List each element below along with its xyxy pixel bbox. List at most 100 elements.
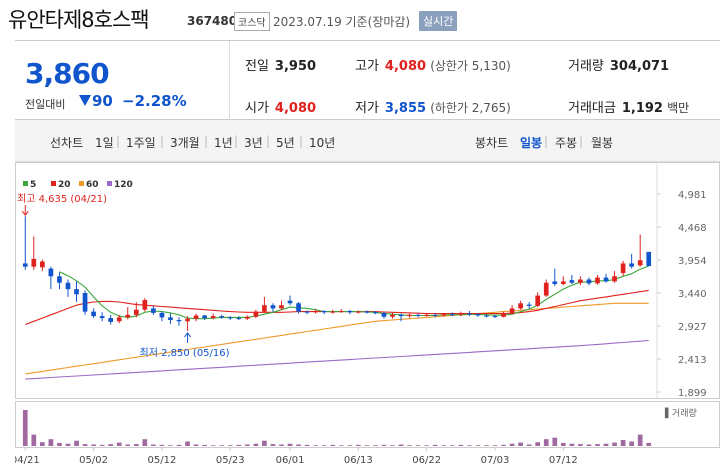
candle-body — [501, 313, 506, 317]
high-annotation-arrowhead — [21, 210, 29, 217]
volume-bar — [142, 439, 148, 446]
volume-bar — [125, 444, 131, 446]
candle-body — [560, 281, 566, 285]
volume-bar — [612, 442, 617, 446]
volume-bar — [475, 445, 481, 446]
candle-body — [578, 279, 583, 283]
volume-value: 304,071 — [609, 59, 670, 74]
period-3m[interactable]: 3개월 — [170, 136, 200, 150]
open-value: 4,080 — [274, 101, 317, 116]
volume-bar — [151, 444, 156, 446]
volume-bar — [193, 444, 199, 446]
stock-chart: 5 20 60 120 4,981 4,468 3,954 3,440 2,927 2,413 1,… — [11, 162, 720, 475]
separator: | — [579, 134, 584, 148]
legend-label-5: 5 — [30, 180, 36, 190]
candlestick-chart[interactable]: 5 20 60 120 4,981 4,468 3,954 3,440 2,927 2,413 1,… — [11, 162, 720, 475]
stock-header: 유안타제8호스팩 367480 코스닥 2023.07.19 기준(장마감) 실… — [0, 0, 720, 40]
volume-bar — [543, 439, 549, 446]
candle-body — [168, 317, 173, 320]
candle-body — [57, 276, 62, 283]
volume-bar — [279, 444, 284, 446]
candle-body — [509, 308, 515, 314]
low-annotation-arrowhead — [184, 332, 191, 338]
change-label: 전일대비 — [25, 98, 66, 111]
volume-bar — [603, 443, 609, 446]
candle-body — [82, 293, 88, 312]
candle-body — [304, 311, 310, 313]
volume-bar — [304, 444, 310, 446]
candle-body — [202, 315, 207, 319]
y-tick-label: 1,899 — [678, 388, 707, 399]
volume-bar — [74, 440, 79, 446]
volume-bar — [390, 445, 395, 446]
volume-bar — [578, 444, 583, 446]
ma-line-5 — [59, 265, 649, 320]
candle-body — [432, 314, 438, 316]
candle-body — [219, 316, 225, 318]
period-3y[interactable]: 3년 — [244, 136, 263, 150]
period-1y[interactable]: 1년 — [214, 136, 233, 150]
change-percent: −2.28% — [122, 92, 187, 110]
x-tick-label: 07/12 — [549, 455, 578, 466]
volume-bar — [620, 439, 626, 446]
volume-label: ▌거래량 — [664, 407, 697, 419]
high-annotation: 최고 4,635 (04/21) — [17, 193, 107, 205]
volume-bar — [467, 445, 472, 446]
legend-label-120: 120 — [114, 180, 133, 190]
y-tick-label: 3,954 — [678, 256, 707, 267]
volume-bar — [185, 441, 190, 446]
quote-box: 3,860 전일대비 90 −2.28% 전일 3,950 고가 4,080 (상한… — [15, 40, 720, 121]
volume-bar — [373, 445, 378, 446]
volume-bar — [219, 445, 225, 446]
amount-label: 거래대금 — [568, 101, 616, 116]
candle-body — [321, 310, 327, 313]
x-tick-label: 07/03 — [481, 455, 510, 466]
period-1w[interactable]: 1주일 — [126, 136, 156, 150]
candle-body — [40, 261, 45, 268]
volume-bar — [449, 445, 455, 446]
prev-close: 전일 3,950 — [245, 55, 316, 74]
stock-name: 유안타제8호스팩 — [8, 8, 150, 32]
period-10y[interactable]: 10년 — [309, 136, 336, 150]
candle-body — [612, 276, 617, 282]
x-tick-label: 06/01 — [276, 455, 305, 466]
period-bar: 선차트 1일 | 1주일 | 3개월 | 1년 | 3년 | 5년 | 10년 … — [15, 120, 720, 162]
candle-body — [159, 312, 165, 318]
period-5y[interactable]: 5년 — [276, 136, 295, 150]
volume-bar — [492, 445, 498, 446]
candle-body — [526, 304, 532, 306]
volume-bar — [637, 434, 643, 446]
line-chart-label[interactable]: 선차트 — [50, 136, 84, 150]
low-price: 저가 3,855 (하한가 2,765) — [355, 97, 511, 116]
candle-body — [364, 311, 370, 313]
y-tick-label: 4,981 — [678, 190, 707, 201]
candle-body — [65, 282, 71, 290]
candle-body — [543, 282, 549, 296]
separator: | — [544, 134, 549, 148]
candle-monthly[interactable]: 월봉 — [591, 136, 614, 150]
candle-body — [296, 303, 301, 312]
candle-body — [253, 311, 259, 317]
candle-body — [518, 303, 523, 309]
period-1d[interactable]: 1일 — [95, 136, 114, 150]
candle-body — [424, 314, 430, 316]
x-tick-label: 06/22 — [412, 455, 441, 466]
date-info: 2023.07.19 기준(장마감) — [273, 15, 411, 29]
candle-body — [279, 305, 284, 309]
volume-bar — [338, 445, 344, 446]
ma-line-120 — [25, 339, 649, 380]
volume-bar — [57, 442, 62, 446]
realtime-button[interactable]: 실시간 — [419, 11, 458, 31]
candle-daily[interactable]: 일봉 — [520, 136, 543, 150]
candle-body — [262, 305, 267, 312]
candle-body — [99, 316, 105, 319]
y-tick-label: 3,440 — [678, 289, 707, 300]
volume-bar — [321, 445, 327, 446]
candle-weekly[interactable]: 주봉 — [555, 136, 578, 150]
candle-chart-label[interactable]: 봉차트 — [475, 136, 509, 150]
volume-bar — [356, 444, 361, 446]
volume-bar — [116, 442, 122, 446]
candle-body — [458, 313, 464, 315]
candle-body — [373, 312, 378, 314]
low-value: 3,855 — [384, 101, 427, 116]
